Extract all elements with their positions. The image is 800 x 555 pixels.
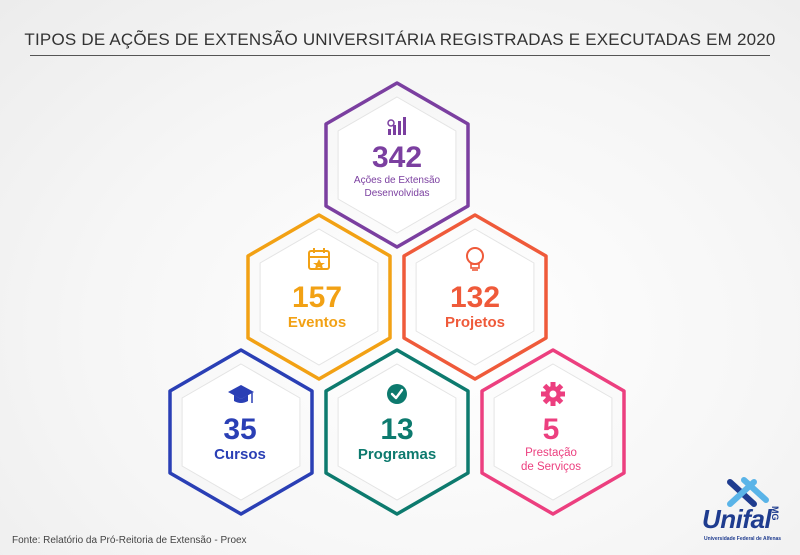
hex-eventos: 157 Eventos	[252, 282, 382, 332]
page-title: TIPOS DE AÇÕES DE EXTENSÃO UNIVERSITÁRIA…	[24, 30, 776, 49]
hex-eventos-outline	[246, 213, 392, 381]
prestacao-label-line1: Prestação	[525, 447, 577, 459]
gear-icon	[541, 382, 565, 406]
hex-eventos-inner	[259, 228, 379, 366]
calendar-icon	[308, 248, 330, 270]
hex-projetos-inner	[415, 228, 535, 366]
hex-cursos: 35 Cursos	[175, 414, 305, 464]
prestacao-label-line2: de Serviços	[520, 461, 582, 473]
lightbulb-icon	[466, 247, 484, 271]
programas-label: Programas	[357, 446, 437, 463]
chart-icon	[387, 117, 406, 135]
projetos-label: Projetos	[444, 314, 505, 331]
eventos-label: Eventos	[287, 314, 347, 331]
title-divider	[30, 55, 770, 56]
hex-prestacao-inner	[493, 363, 613, 501]
cursos-value: 35	[223, 413, 257, 446]
prestacao-value: 5	[542, 413, 560, 446]
hex-programas: 13 Programas	[332, 414, 462, 464]
cursos-label: Cursos	[214, 446, 266, 463]
source-note: Fonte: Relatório da Pró-Reitoria de Exte…	[12, 535, 247, 546]
logo-subtitle: Universidade Federal de Alfenas	[704, 536, 782, 542]
acoes-label-line1: Ações de Extensão	[353, 175, 441, 186]
logo-mark-icon	[727, 477, 769, 507]
acoes-label-line2: Desenvolvidas	[364, 188, 430, 199]
projetos-value: 132	[449, 281, 501, 314]
hex-prestacao: 5 Prestação de Serviços	[486, 414, 616, 474]
hex-programas-inner	[337, 363, 457, 501]
eventos-value: 157	[291, 281, 343, 314]
hex-projetos: 132 Projetos	[410, 282, 540, 332]
acoes-value: 342	[371, 141, 423, 174]
hex-cursos-outline	[168, 348, 314, 516]
hex-prestacao-outline	[480, 348, 626, 516]
hex-programas-outline	[324, 348, 470, 516]
graduation-cap-icon	[228, 385, 254, 403]
unifal-logo: Unifal MG Universidade Federal de Alfena…	[700, 476, 796, 548]
logo-word: Unifal	[702, 504, 772, 534]
hex-acoes-inner	[337, 96, 457, 234]
hex-acoes-outline	[324, 81, 470, 249]
hex-acoes: 342 Ações de Extensão Desenvolvidas	[332, 142, 462, 200]
hex-cursos-inner	[181, 363, 301, 501]
programas-value: 13	[380, 413, 414, 446]
check-circle-icon	[387, 384, 407, 404]
hex-projetos-outline	[402, 213, 548, 381]
logo-mg: MG	[770, 506, 780, 521]
